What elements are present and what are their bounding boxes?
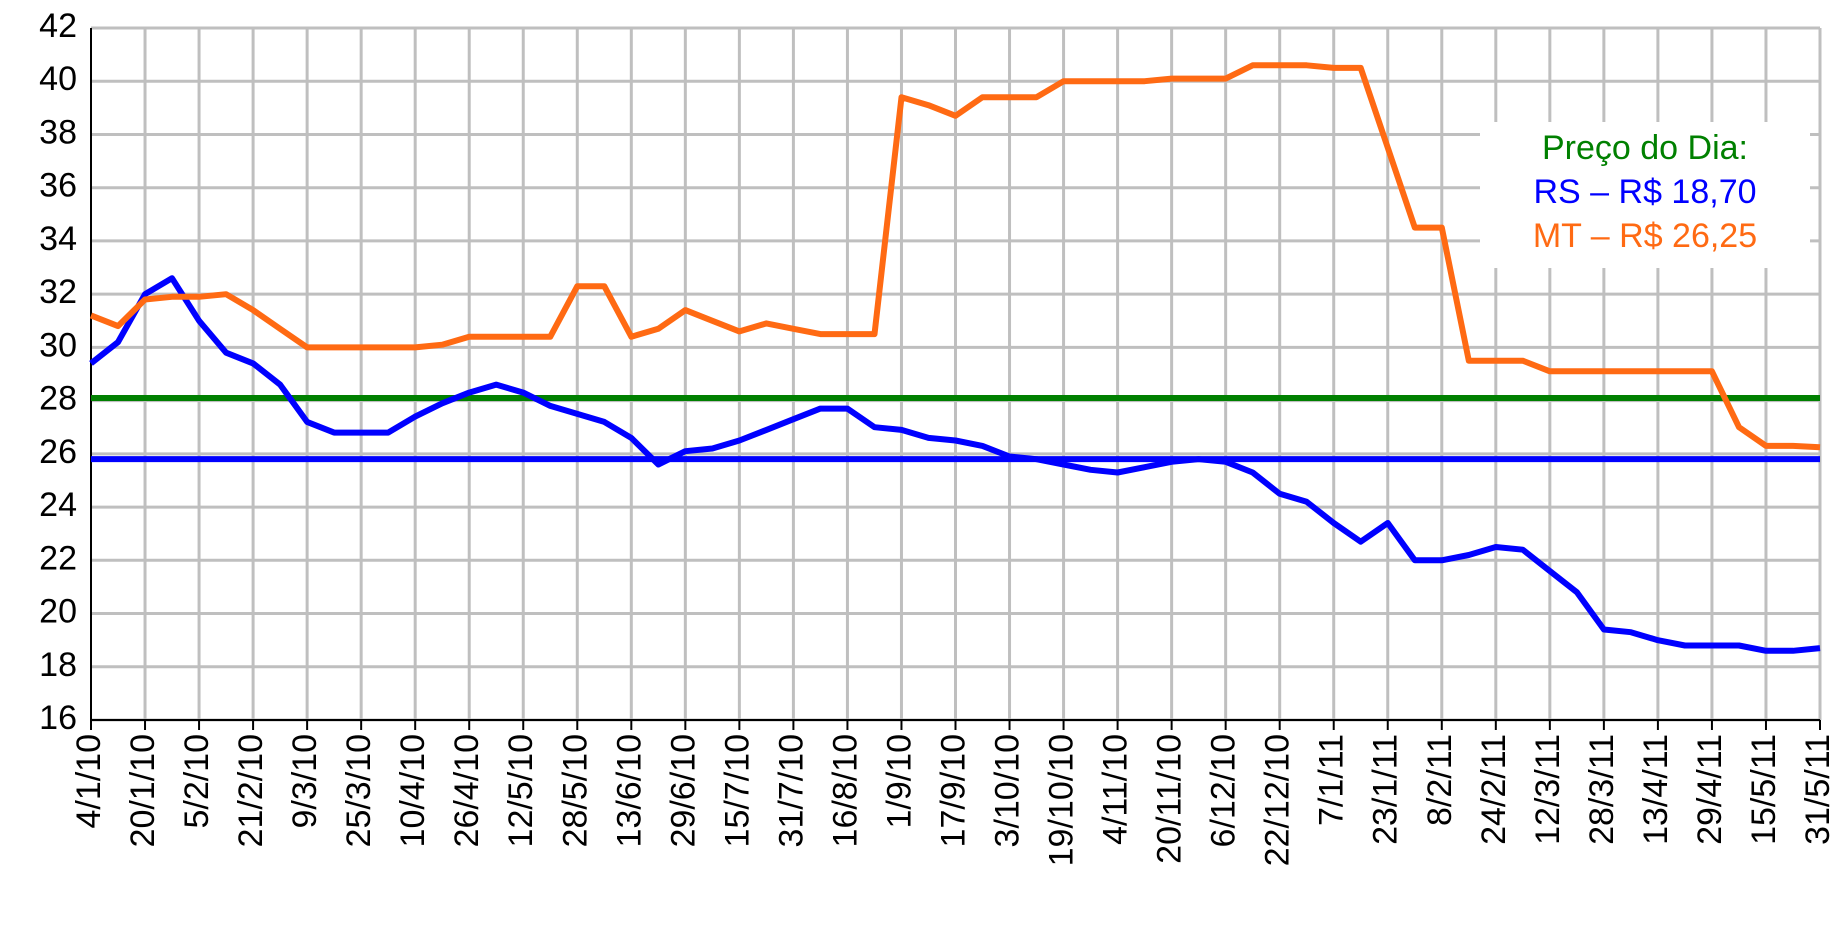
y-tick-label: 34 — [39, 220, 77, 258]
series-line — [89, 62, 1821, 451]
x-tick-label: 10/4/10 — [394, 734, 432, 847]
annotation-box — [1480, 122, 1810, 268]
y-tick-label: 16 — [39, 699, 77, 737]
y-tick-label: 22 — [39, 539, 77, 577]
y-tick-label: 24 — [39, 486, 77, 524]
x-tick-label: 24/2/11 — [1475, 734, 1513, 845]
x-tick-label: 17/9/10 — [934, 734, 972, 847]
y-tick-label: 32 — [39, 273, 77, 311]
y-tick-label: 36 — [39, 167, 77, 205]
annotation: RS – R$ 18,70 — [1533, 173, 1756, 211]
x-tick-label: 25/3/10 — [340, 734, 378, 847]
y-tick-label: 18 — [39, 646, 77, 684]
x-tick-label: 21/2/10 — [232, 734, 270, 847]
x-tick-label: 20/1/10 — [124, 734, 162, 847]
x-tick-label: 6/12/10 — [1205, 734, 1243, 847]
x-tick-label: 28/3/11 — [1583, 734, 1621, 845]
x-tick-label: 22/12/10 — [1259, 734, 1297, 866]
x-tick-label: 29/4/11 — [1691, 734, 1729, 845]
annotation: MT – R$ 26,25 — [1533, 217, 1757, 255]
x-tick-label: 31/7/10 — [772, 734, 810, 847]
y-tick-label: 40 — [39, 60, 77, 98]
series-line — [89, 275, 1821, 654]
x-tick-label: 31/5/11 — [1799, 734, 1833, 845]
y-tick-label: 42 — [39, 7, 77, 45]
annotation: Preço do Dia: — [1542, 129, 1748, 167]
x-tick-label: 19/10/10 — [1043, 734, 1081, 866]
x-tick-label: 12/5/10 — [502, 734, 540, 847]
x-tick-label: 13/6/10 — [610, 734, 648, 847]
x-tick-label: 12/3/11 — [1529, 734, 1567, 845]
y-tick-label: 20 — [39, 593, 77, 631]
x-tick-label: 13/4/11 — [1637, 734, 1675, 845]
y-tick-label: 30 — [39, 326, 77, 364]
x-tick-label: 23/1/11 — [1367, 734, 1405, 845]
x-tick-label: 20/11/10 — [1151, 734, 1189, 864]
y-tick-label: 38 — [39, 113, 77, 151]
x-tick-label: 1/9/10 — [880, 734, 918, 829]
x-tick-label: 16/8/10 — [826, 734, 864, 847]
x-tick-label: 4/11/10 — [1097, 734, 1135, 845]
x-tick-label: 29/6/10 — [664, 734, 702, 847]
x-tick-label: 15/7/10 — [718, 734, 756, 847]
x-tick-label: 15/5/11 — [1745, 734, 1783, 845]
x-tick-label: 3/10/10 — [989, 734, 1027, 847]
x-tick-label: 4/1/10 — [70, 734, 108, 829]
x-tick-label: 8/2/11 — [1421, 734, 1459, 826]
x-tick-label: 5/2/10 — [178, 734, 216, 829]
y-tick-label: 26 — [39, 433, 77, 471]
x-tick-label: 26/4/10 — [448, 734, 486, 847]
y-tick-label: 28 — [39, 380, 77, 418]
x-tick-label: 7/1/11 — [1313, 734, 1351, 826]
x-tick-label: 9/3/10 — [286, 734, 324, 829]
x-tick-label: 28/5/10 — [556, 734, 594, 847]
